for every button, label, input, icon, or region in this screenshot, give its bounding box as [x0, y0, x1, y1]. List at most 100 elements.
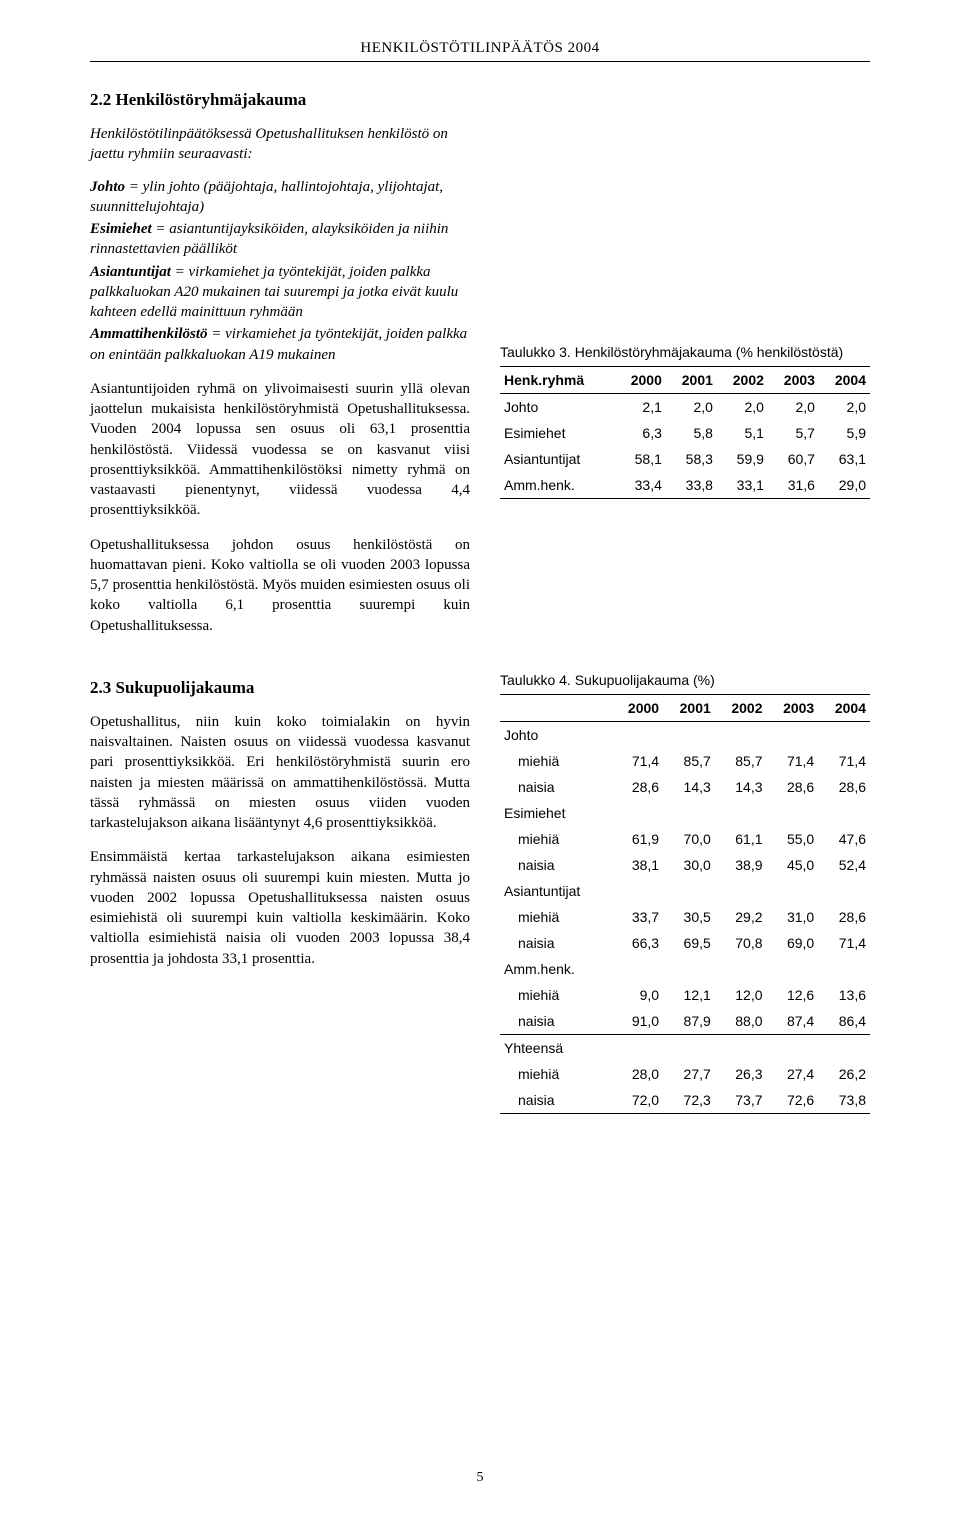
table-row: miehiä28,027,726,327,426,2	[500, 1061, 870, 1087]
s23-para-2: Ensimmäistä kertaa tarkastelujakson aika…	[90, 847, 470, 969]
table-4-header-cell: 2002	[715, 694, 767, 721]
table-cell: 47,6	[818, 826, 870, 852]
table-cell: 60,7	[768, 446, 819, 472]
table-cell: 33,7	[611, 904, 663, 930]
table-group-row: Johto	[500, 721, 870, 748]
left-column-2-2: Henkilöstötilinpäätöksessä Opetushallitu…	[90, 124, 470, 636]
table-cell: miehiä	[500, 826, 611, 852]
table-row: naisia72,072,373,772,673,8	[500, 1087, 870, 1114]
table-cell: 71,4	[611, 748, 663, 774]
def-asiantuntijat: Asiantuntijat = virkamiehet ja työntekij…	[90, 262, 470, 323]
table-cell: miehiä	[500, 904, 611, 930]
table-cell: 33,8	[666, 472, 717, 499]
table-cell: 91,0	[611, 1008, 663, 1035]
table-cell: 5,8	[666, 420, 717, 446]
table-row: Johto2,12,02,02,02,0	[500, 394, 870, 421]
table-cell: 12,6	[767, 982, 819, 1008]
table-4-header-cell: 2003	[767, 694, 819, 721]
table-cell: 2,0	[768, 394, 819, 421]
table-cell: 5,9	[819, 420, 870, 446]
right-column-2-3: Taulukko 4. Sukupuolijakauma (%) 2000200…	[500, 672, 870, 1114]
table-group-row: Amm.henk.	[500, 956, 870, 982]
two-column-layout-top: Henkilöstötilinpäätöksessä Opetushallitu…	[90, 124, 870, 636]
table-group-label: Amm.henk.	[500, 956, 611, 982]
table-3-header-cell: 2000	[615, 367, 666, 394]
table-cell: 69,5	[663, 930, 715, 956]
table-cell: 70,0	[663, 826, 715, 852]
table-cell: 55,0	[767, 826, 819, 852]
table-cell: 71,4	[818, 930, 870, 956]
table-cell: 38,9	[715, 852, 767, 878]
table-cell: 85,7	[663, 748, 715, 774]
def-esimiehet-term: Esimiehet	[90, 221, 152, 237]
table-3-header-cell: 2002	[717, 367, 768, 394]
table-row: Esimiehet6,35,85,15,75,9	[500, 420, 870, 446]
table-3-header-cell: 2003	[768, 367, 819, 394]
table-row: naisia91,087,988,087,486,4	[500, 1008, 870, 1035]
table-cell: Asiantuntijat	[500, 446, 615, 472]
def-johto-term: Johto	[90, 179, 125, 195]
table-cell: 27,4	[767, 1061, 819, 1087]
table-cell: 72,0	[611, 1087, 663, 1114]
table-cell: Esimiehet	[500, 420, 615, 446]
table-cell: 29,0	[819, 472, 870, 499]
table-4-title: Taulukko 4. Sukupuolijakauma (%)	[500, 672, 870, 688]
table-4-header-cell	[500, 694, 611, 721]
table-cell: 61,9	[611, 826, 663, 852]
table-cell: 6,3	[615, 420, 666, 446]
table-cell: naisia	[500, 852, 611, 878]
table-cell: 31,0	[767, 904, 819, 930]
table-4-header-cell: 2001	[663, 694, 715, 721]
table-cell: 28,6	[818, 774, 870, 800]
table-cell: 31,6	[768, 472, 819, 499]
table-cell: 87,9	[663, 1008, 715, 1035]
table-cell: 27,7	[663, 1061, 715, 1087]
table-cell: 28,6	[611, 774, 663, 800]
table-cell: miehiä	[500, 748, 611, 774]
table-cell: Amm.henk.	[500, 472, 615, 499]
table-row: naisia38,130,038,945,052,4	[500, 852, 870, 878]
table-3-title: Taulukko 3. Henkilöstöryhmäjakauma (% he…	[500, 344, 870, 360]
table-cell: miehiä	[500, 1061, 611, 1087]
table-cell: 2,1	[615, 394, 666, 421]
table-cell: 66,3	[611, 930, 663, 956]
table-cell: 2,0	[819, 394, 870, 421]
table-cell: 45,0	[767, 852, 819, 878]
table-cell: 59,9	[717, 446, 768, 472]
table-row: naisia28,614,314,328,628,6	[500, 774, 870, 800]
table-cell: 38,1	[611, 852, 663, 878]
table-row: miehiä9,012,112,012,613,6	[500, 982, 870, 1008]
table-3-header-cell: 2004	[819, 367, 870, 394]
table-group-label: Esimiehet	[500, 800, 611, 826]
table-cell: 5,1	[717, 420, 768, 446]
table-cell: 58,3	[666, 446, 717, 472]
page-number: 5	[0, 1470, 960, 1486]
table-cell: 30,5	[663, 904, 715, 930]
table-cell: 28,6	[767, 774, 819, 800]
table-cell: 14,3	[715, 774, 767, 800]
table-cell: 86,4	[818, 1008, 870, 1035]
table-cell: 71,4	[767, 748, 819, 774]
table-cell: 71,4	[818, 748, 870, 774]
table-cell: 73,8	[818, 1087, 870, 1114]
table-cell: naisia	[500, 774, 611, 800]
table-row: miehiä33,730,529,231,028,6	[500, 904, 870, 930]
table-cell: 13,6	[818, 982, 870, 1008]
table-3-header-cell: 2001	[666, 367, 717, 394]
table-cell: 69,0	[767, 930, 819, 956]
def-esimiehet: Esimiehet = asiantuntijayksiköiden, alay…	[90, 219, 470, 260]
section-2-2-title: 2.2 Henkilöstöryhmäjakauma	[90, 90, 870, 110]
left-column-2-3: 2.3 Sukupuolijakauma Opetushallitus, nii…	[90, 672, 470, 1114]
table-group-label: Yhteensä	[500, 1034, 611, 1061]
table-cell: 87,4	[767, 1008, 819, 1035]
table-3: Henk.ryhmä20002001200220032004Johto2,12,…	[500, 366, 870, 499]
table-3-header-cell: Henk.ryhmä	[500, 367, 615, 394]
table-row: miehiä61,970,061,155,047,6	[500, 826, 870, 852]
table-cell: 33,1	[717, 472, 768, 499]
table-cell: 72,3	[663, 1087, 715, 1114]
table-cell: 88,0	[715, 1008, 767, 1035]
section-2-3-title: 2.3 Sukupuolijakauma	[90, 678, 470, 698]
table-cell: miehiä	[500, 982, 611, 1008]
s22-para-2: Opetushallituksessa johdon osuus henkilö…	[90, 535, 470, 636]
table-cell: 2,0	[666, 394, 717, 421]
